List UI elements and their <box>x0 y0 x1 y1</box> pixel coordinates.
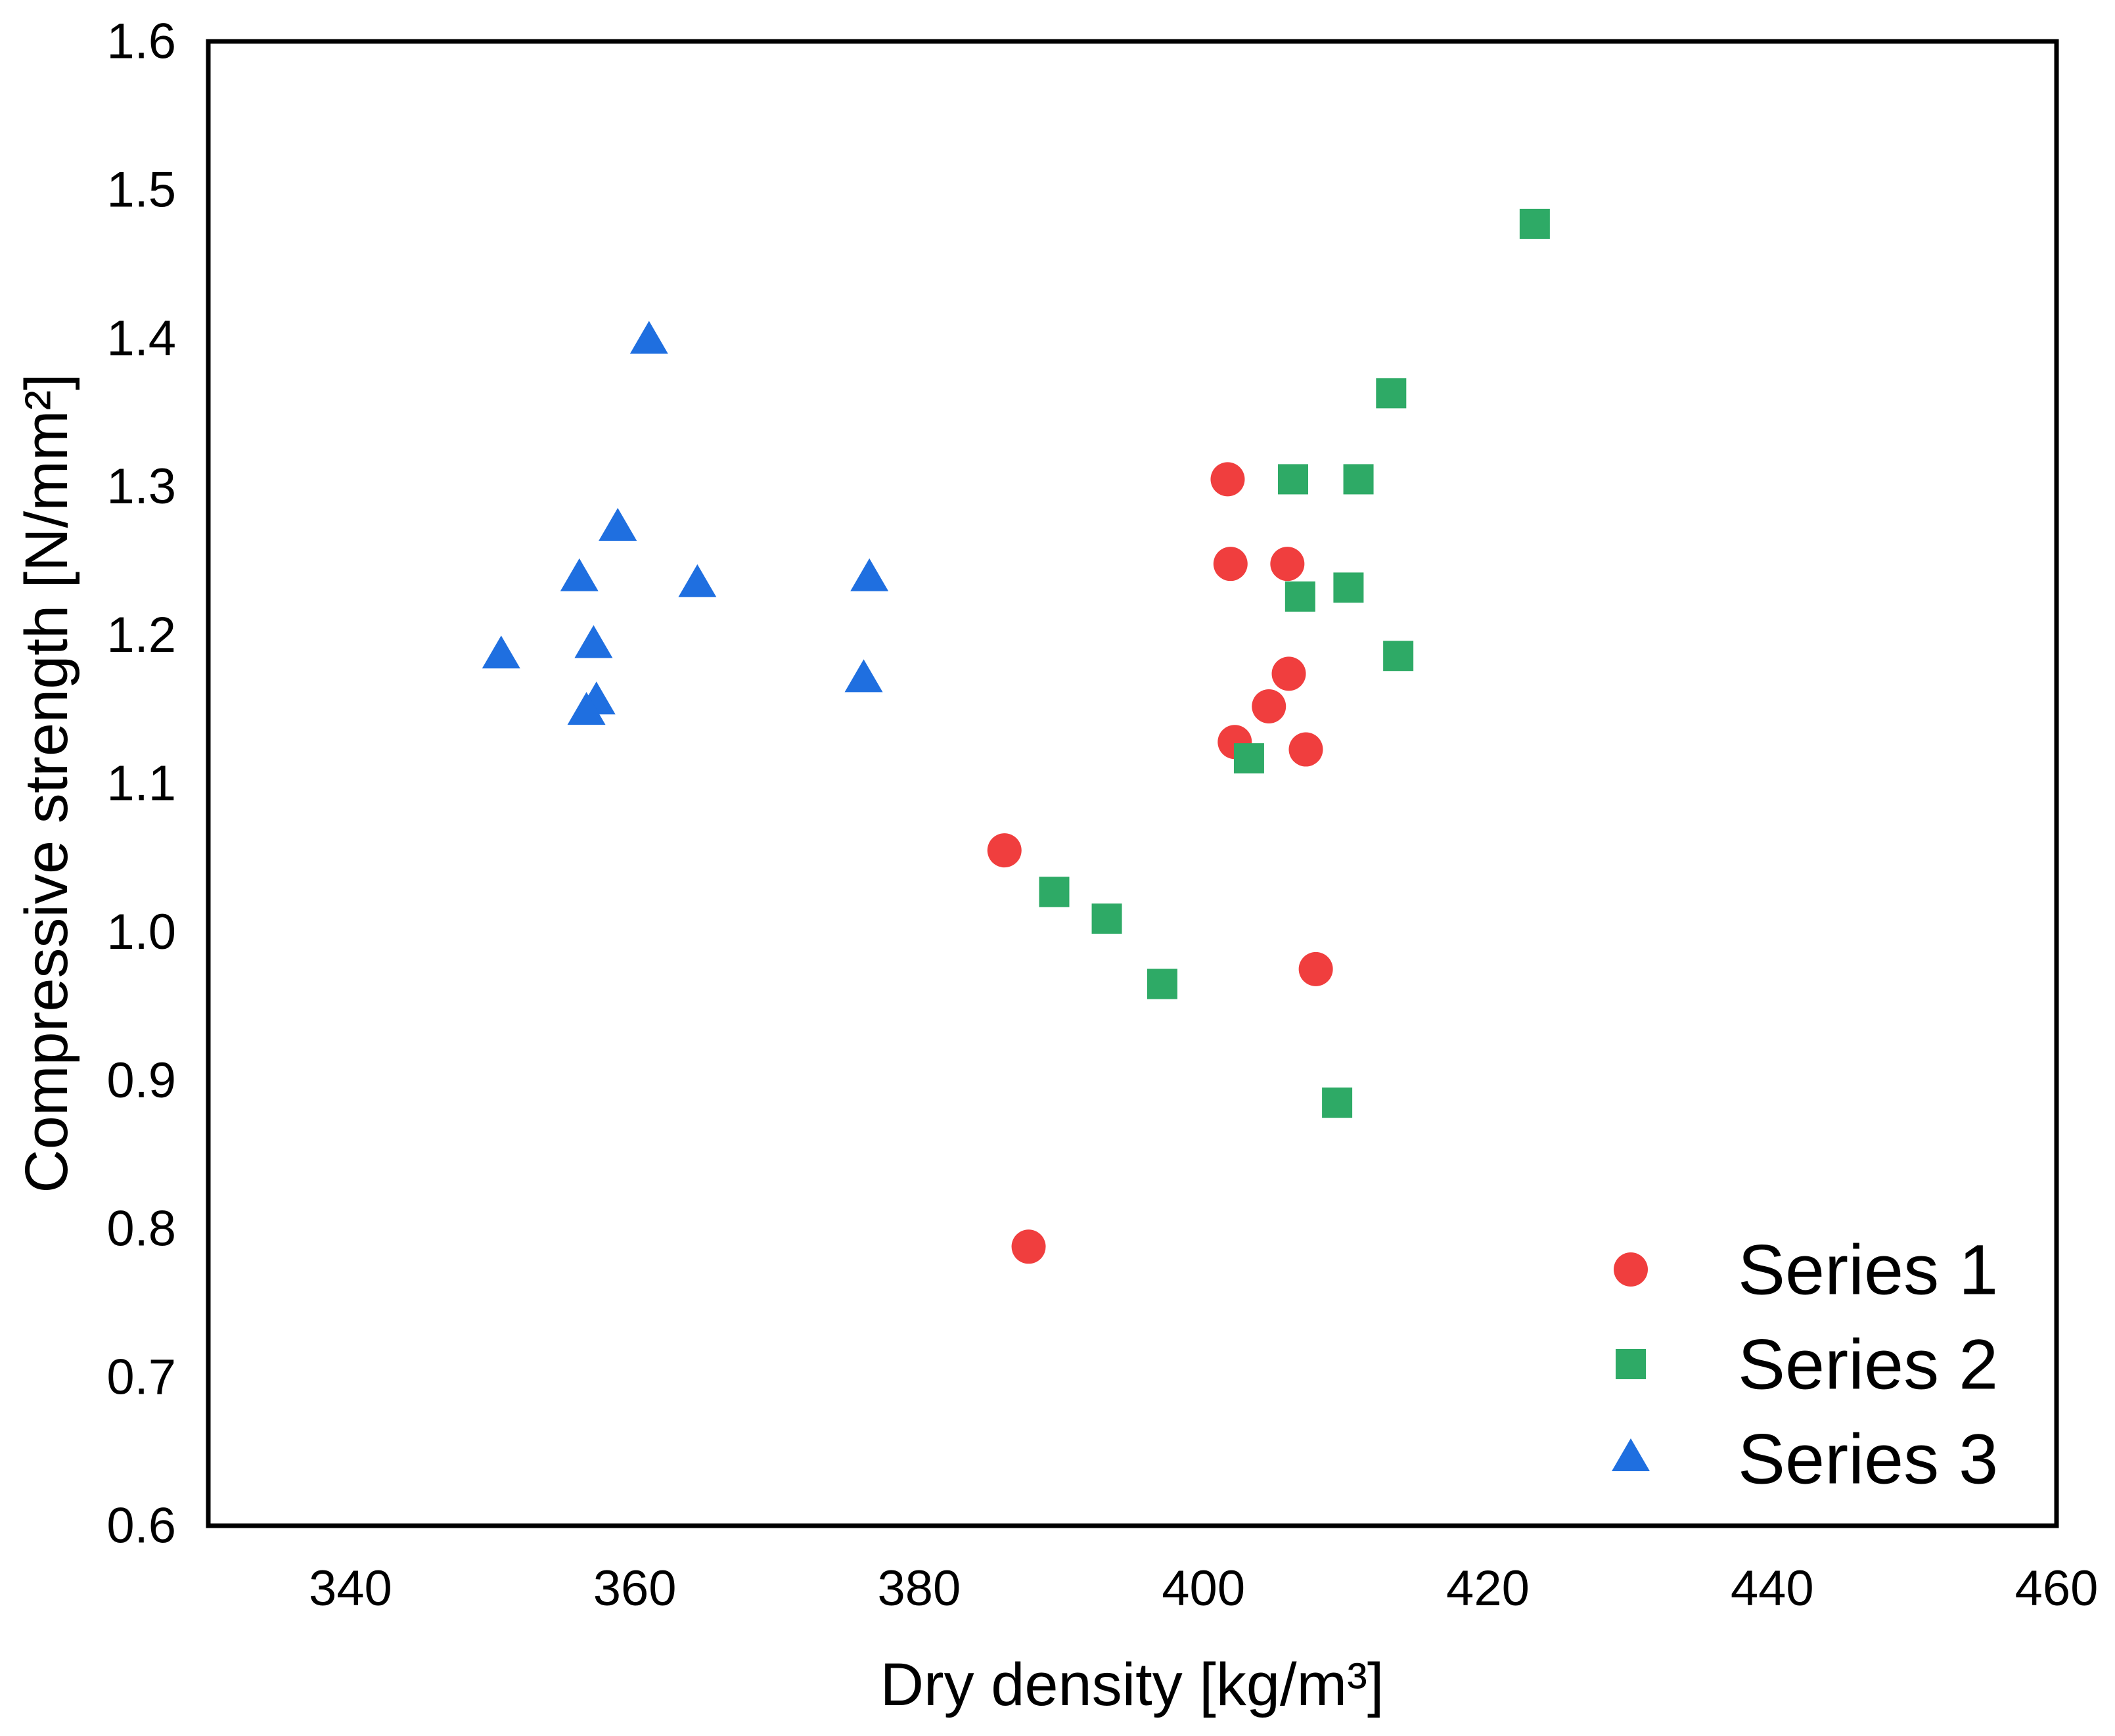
y-tick-label: 0.9 <box>106 1053 176 1108</box>
x-tick-label: 360 <box>593 1561 677 1616</box>
series-2-square-point <box>1376 378 1407 409</box>
legend-series-2-label: Series 2 <box>1738 1325 1998 1404</box>
y-axis-label: Compressive strength [N/mm²] <box>13 373 80 1193</box>
data-marks <box>482 208 1550 1264</box>
series-2-square-point <box>1091 903 1122 934</box>
series-3-triangle-point <box>844 659 883 693</box>
series-3-triangle-point <box>678 564 717 597</box>
series-3-triangle-point <box>560 558 599 591</box>
series-1-circle-point <box>1011 1229 1046 1264</box>
y-tick-label: 0.7 <box>106 1350 176 1405</box>
legend-series-3-triangle-icon <box>1612 1438 1650 1471</box>
series-2-square-point <box>1278 464 1309 495</box>
series-1-circle-point <box>1210 462 1245 497</box>
series-3-triangle-point <box>850 558 889 591</box>
series-1-circle-point <box>1271 656 1306 691</box>
y-tick-label: 1.6 <box>106 14 176 70</box>
x-axis-label: Dry density [kg/m³] <box>880 1651 1384 1718</box>
legend-series-1-label: Series 1 <box>1738 1230 1998 1310</box>
series-3-triangle-point <box>599 507 637 541</box>
y-tick-label: 0.6 <box>106 1498 176 1554</box>
series-3-triangle-point <box>574 625 613 658</box>
series-3-points <box>482 321 889 725</box>
y-tick-label: 1.4 <box>106 310 176 366</box>
series-1-circle-point <box>1213 547 1248 582</box>
y-tick-label: 1.5 <box>106 162 176 217</box>
series-3-triangle-point <box>482 635 520 669</box>
x-tick-label: 340 <box>309 1561 392 1616</box>
y-tick-label: 1.1 <box>106 756 176 811</box>
series-2-points <box>1039 208 1550 1118</box>
series-1-circle-point <box>1270 547 1305 582</box>
y-tick-label: 1.2 <box>106 607 176 663</box>
legend: Series 1 Series 2 Series 3 <box>1612 1230 1998 1499</box>
series-2-square-point <box>1343 464 1374 495</box>
plot-area-frame <box>206 39 2059 1528</box>
y-tick-label: 0.8 <box>106 1201 176 1257</box>
series-1-circle-point <box>1288 732 1323 767</box>
x-tick-label: 400 <box>1162 1561 1245 1616</box>
series-2-square-point <box>1039 877 1070 907</box>
legend-series-2-square-icon <box>1616 1349 1646 1379</box>
series-1-circle-point <box>1252 689 1286 724</box>
series-1-circle-point <box>987 833 1022 868</box>
x-tick-label: 440 <box>1731 1561 1814 1616</box>
axis-ticks: 340 360 380 400 420 440 460 0.6 0.7 0.8 0.9 1.0 1.1 1… <box>106 14 2098 1617</box>
legend-series-3-label: Series 3 <box>1738 1419 1998 1499</box>
series-3-triangle-point <box>567 692 606 725</box>
series-2-square-point <box>1519 208 1550 239</box>
series-2-square-point <box>1285 581 1315 612</box>
x-tick-label: 460 <box>2015 1561 2099 1616</box>
legend-series-1-circle-icon <box>1614 1252 1648 1287</box>
series-1-circle-point <box>1298 951 1333 986</box>
series-2-square-point <box>1233 743 1264 774</box>
series-2-square-point <box>1333 572 1364 603</box>
y-tick-label: 1.3 <box>106 459 176 514</box>
y-tick-label: 1.0 <box>106 904 176 960</box>
series-2-square-point <box>1147 969 1177 999</box>
series-2-square-point <box>1383 641 1414 672</box>
series-2-square-point <box>1322 1087 1353 1118</box>
series-3-triangle-point <box>629 321 668 354</box>
x-tick-label: 380 <box>878 1561 961 1616</box>
x-tick-label: 420 <box>1446 1561 1530 1616</box>
